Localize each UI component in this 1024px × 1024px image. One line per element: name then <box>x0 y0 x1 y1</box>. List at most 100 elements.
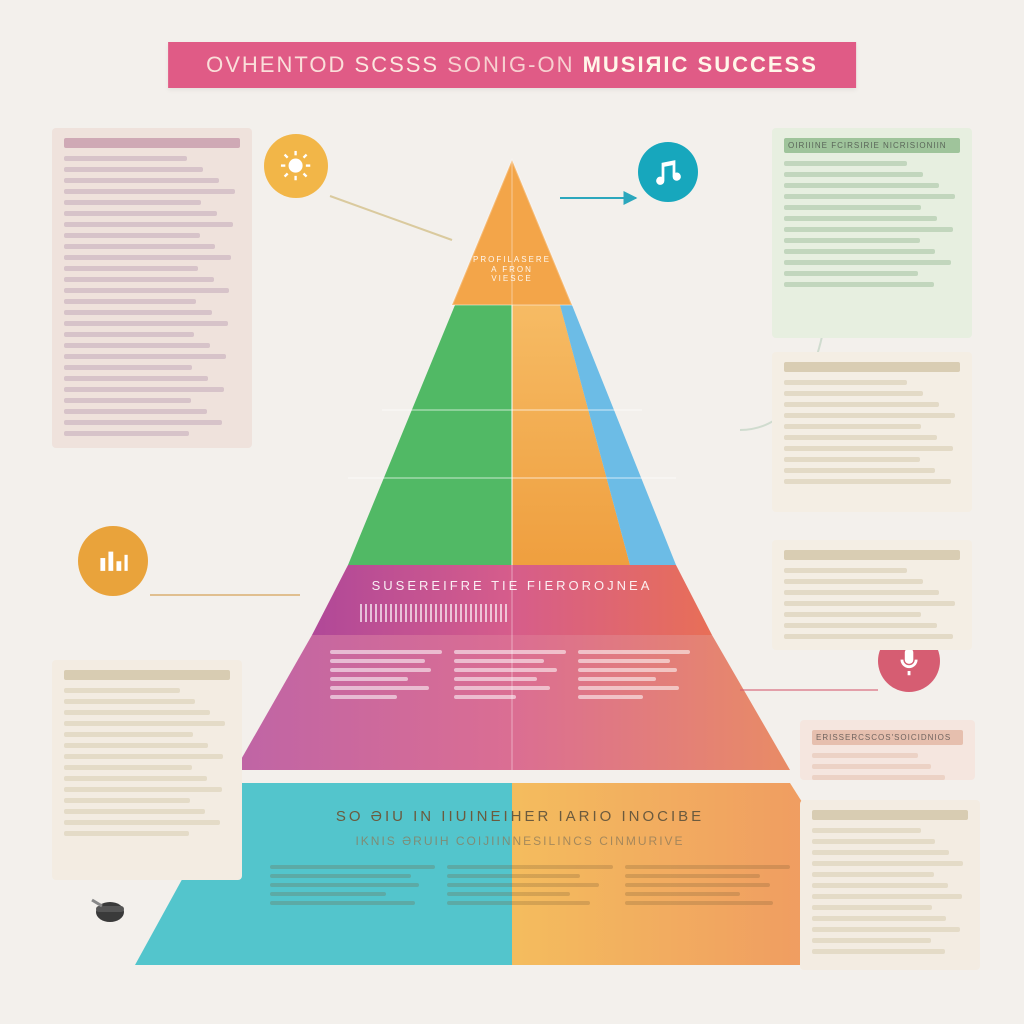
ribbon-word-4: MUSIЯIC <box>583 52 690 77</box>
panel-line <box>784 402 939 407</box>
panel-line <box>64 787 222 792</box>
panel-p-r3 <box>772 540 972 650</box>
panel-line <box>64 321 228 326</box>
panel-line <box>64 343 210 348</box>
panel-line <box>784 249 935 254</box>
panel-line <box>812 775 945 780</box>
panel-line <box>784 216 937 221</box>
base-subtitle: IKNIS ƏRUIH COIJIINNESILINCS CINMURIVE <box>260 834 780 848</box>
panel-line <box>784 468 935 473</box>
panel-line <box>784 590 939 595</box>
panel-line <box>784 260 951 265</box>
panel-p-tr: OIRIIINE FCIRSIRIE NICRISIONIIN <box>772 128 972 338</box>
panel-line <box>784 413 955 418</box>
panel-line <box>64 354 226 359</box>
panel-line <box>812 753 918 758</box>
panel-line <box>784 601 955 606</box>
panel-line <box>64 233 200 238</box>
panel-line <box>784 282 934 287</box>
pot-icon <box>86 880 134 928</box>
panel-line <box>64 376 208 381</box>
panel-line <box>784 568 907 573</box>
panel-line <box>812 949 945 954</box>
panel-line <box>784 380 907 385</box>
panel-line <box>784 391 923 396</box>
panel-line <box>64 365 192 370</box>
panel-line <box>812 916 946 921</box>
panel-line <box>784 205 921 210</box>
panel-line <box>64 420 222 425</box>
panel-line <box>784 194 955 199</box>
panel-line <box>64 222 233 227</box>
panel-line <box>64 743 208 748</box>
tier3-band-label: SUSEREIFRE TIE FIEROROJNEA <box>312 578 712 593</box>
panel-line <box>784 172 923 177</box>
panel-line <box>64 721 225 726</box>
panel-line <box>812 894 962 899</box>
band-barcode <box>360 604 510 622</box>
panel-line <box>784 238 920 243</box>
panel-line <box>784 227 953 232</box>
tier1-small-label: profilasere a fron viesce <box>472 255 552 284</box>
panel-line <box>64 244 215 249</box>
panel-heading: OIRIIINE FCIRSIRIE NICRISIONIIN <box>784 138 960 153</box>
panel-line <box>64 732 193 737</box>
panel-line <box>64 167 203 172</box>
ribbon-body: OVHENTOD SCSSS SONIG-ON MUSIЯIC SUCCESS <box>168 42 856 88</box>
panel-line <box>64 688 180 693</box>
panel-line <box>812 764 931 769</box>
panel-line <box>784 271 918 276</box>
ribbon-word-2: SCSSS <box>355 52 440 77</box>
panel-line <box>64 310 212 315</box>
panel-line <box>64 178 219 183</box>
panel-line <box>64 189 235 194</box>
panel-line <box>812 883 948 888</box>
ribbon-word-3: SONIG-ON <box>447 52 574 77</box>
panel-line <box>64 332 194 337</box>
panel-line <box>64 288 229 293</box>
panel-line <box>64 156 187 161</box>
panel-line <box>64 710 210 715</box>
panel-line <box>64 409 207 414</box>
base-title: SO ƏIU IN IIUINEIHER IARIO INOCIBE <box>260 808 780 825</box>
panel-line <box>64 387 224 392</box>
panel-line <box>812 828 921 833</box>
panel-line <box>784 612 921 617</box>
panel-line <box>64 431 189 436</box>
panel-heading <box>784 550 960 560</box>
panel-line <box>64 211 217 216</box>
panel-line <box>64 820 220 825</box>
panel-line <box>812 938 931 943</box>
panel-line <box>64 754 223 759</box>
panel-p-br <box>800 800 980 970</box>
panel-line <box>812 850 949 855</box>
panel-line <box>64 299 196 304</box>
panel-line <box>784 457 920 462</box>
panel-line <box>64 831 189 836</box>
panel-line <box>784 424 921 429</box>
panel-line <box>64 277 214 282</box>
panel-line <box>784 579 923 584</box>
panel-line <box>64 699 195 704</box>
panel-heading: ERISSERCSCOS'SOICIDNIOS <box>812 730 963 745</box>
sun-icon <box>264 134 328 198</box>
panel-p-tl <box>52 128 252 448</box>
infographic-canvas: OVHENTOD SCSSS SONIG-ON MUSIЯIC SUCCESS <box>0 0 1024 1024</box>
panel-line <box>64 200 201 205</box>
panel-line <box>784 183 939 188</box>
panel-line <box>64 255 231 260</box>
panel-line <box>812 861 963 866</box>
panel-heading <box>812 810 968 820</box>
tier-2-upper <box>348 305 676 565</box>
panel-line <box>784 161 907 166</box>
tier-3-band <box>312 565 712 635</box>
panel-line <box>64 798 190 803</box>
panel-line <box>812 872 934 877</box>
panel-heading <box>784 362 960 372</box>
panel-line <box>64 398 191 403</box>
panel-line <box>784 435 937 440</box>
panel-line <box>64 776 207 781</box>
panel-heading <box>64 138 240 148</box>
panel-p-bl <box>52 660 242 880</box>
ribbon-word-1: OVHENTOD <box>206 52 346 77</box>
